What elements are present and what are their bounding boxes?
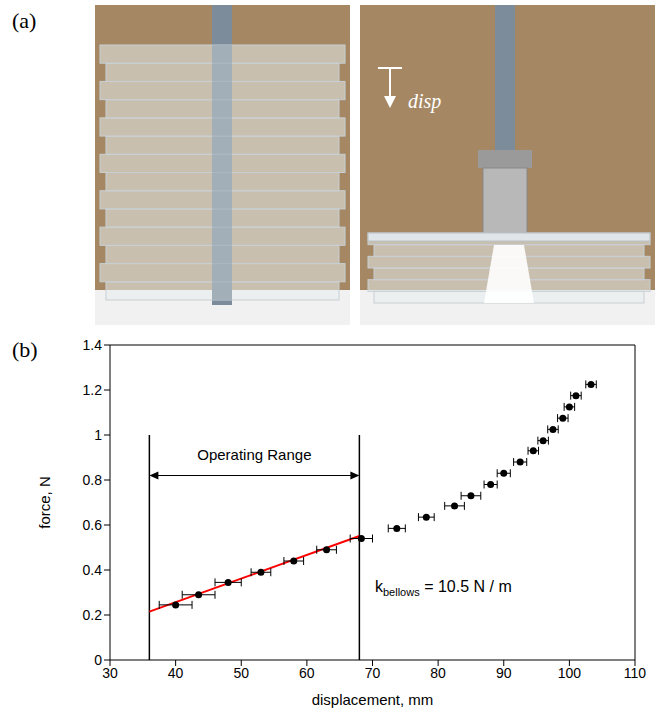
svg-text:kbellows = 10.5 N / m: kbellows = 10.5 N / m: [375, 578, 512, 598]
svg-text:70: 70: [365, 665, 381, 681]
svg-text:(a): (a): [12, 8, 36, 33]
svg-text:0: 0: [94, 652, 102, 668]
svg-text:1.2: 1.2: [83, 382, 103, 398]
svg-text:0.4: 0.4: [83, 562, 103, 578]
svg-text:0.8: 0.8: [83, 472, 103, 488]
svg-text:90: 90: [496, 665, 512, 681]
svg-text:1: 1: [94, 427, 102, 443]
svg-text:0.6: 0.6: [83, 517, 103, 533]
svg-text:30: 30: [102, 665, 118, 681]
svg-text:100: 100: [558, 665, 582, 681]
svg-text:60: 60: [299, 665, 315, 681]
svg-text:force, N: force, N: [36, 476, 53, 529]
svg-text:0.2: 0.2: [83, 607, 103, 623]
svg-text:disp: disp: [408, 90, 441, 113]
svg-text:1.4: 1.4: [83, 337, 103, 353]
svg-text:110: 110: [624, 665, 647, 681]
svg-text:80: 80: [430, 665, 446, 681]
svg-text:50: 50: [233, 665, 249, 681]
html-text:(b): (b): [12, 337, 38, 362]
svg-text:40: 40: [168, 665, 184, 681]
svg-text:displacement, mm: displacement, mm: [312, 691, 434, 708]
svg-text:Operating Range: Operating Range: [197, 446, 311, 463]
